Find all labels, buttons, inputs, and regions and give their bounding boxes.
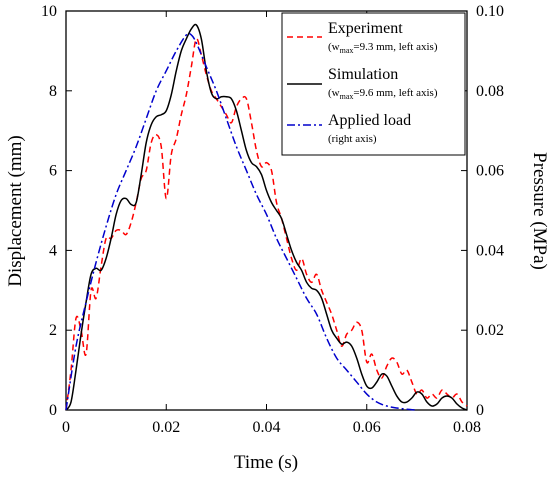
y2-axis-label: Pressure (MPa)	[529, 152, 550, 270]
y-axis-label: Displacement (mm)	[5, 135, 26, 286]
y-tick-label-1: 2	[49, 322, 57, 339]
x-tick-label-4: 0.08	[453, 419, 481, 436]
legend-label-experiment: Experiment	[328, 20, 403, 37]
legend-note-experiment: (wmax=9.3 mm, left axis)	[328, 41, 438, 55]
x-tick-label-0: 0	[62, 419, 70, 436]
x-tick-label-3: 0.06	[353, 419, 381, 436]
series-line-experiment	[65, 38, 468, 411]
y2-tick-label-2: 0.04	[476, 242, 504, 259]
y-tick-label-5: 10	[41, 3, 57, 20]
x-tick-label-2: 0.04	[253, 419, 281, 436]
legend-label-simulation: Simulation	[328, 66, 398, 83]
legend-entry-applied-load: Applied load (right axis)	[287, 112, 411, 145]
y2-tick-label-3: 0.06	[476, 163, 504, 180]
legend-note-simulation: (wmax=9.6 mm, left axis)	[328, 87, 438, 101]
legend-entry-simulation: Simulation (wmax=9.6 mm, left axis)	[287, 66, 438, 101]
series-line-applied-load	[65, 32, 417, 411]
legend-entry-experiment: Experiment (wmax=9.3 mm, left axis)	[287, 20, 438, 55]
y-tick-label-3: 6	[49, 163, 57, 180]
y2-ticks: 0 0.02 0.04 0.06 0.08 0.10	[461, 3, 504, 419]
y-tick-label-0: 0	[49, 402, 57, 419]
y-ticks: 0 2 4 6 8 10	[41, 3, 72, 419]
y2-tick-label-4: 0.08	[476, 83, 504, 100]
legend-label-applied-load: Applied load	[328, 112, 411, 129]
y-tick-label-2: 4	[49, 242, 57, 259]
legend-note-applied-load: (right axis)	[328, 133, 377, 145]
x-tick-label-1: 0.02	[152, 419, 180, 436]
x-axis-label: Time (s)	[234, 452, 298, 473]
series-line-simulation	[65, 23, 468, 411]
y2-tick-label-0: 0	[476, 402, 484, 419]
y-tick-label-4: 8	[49, 83, 57, 100]
series-layer	[65, 23, 468, 411]
legend: Experiment (wmax=9.3 mm, left axis) Simu…	[281, 12, 466, 156]
y2-tick-label-5: 0.10	[476, 3, 504, 20]
y2-tick-label-1: 0.02	[476, 322, 504, 339]
